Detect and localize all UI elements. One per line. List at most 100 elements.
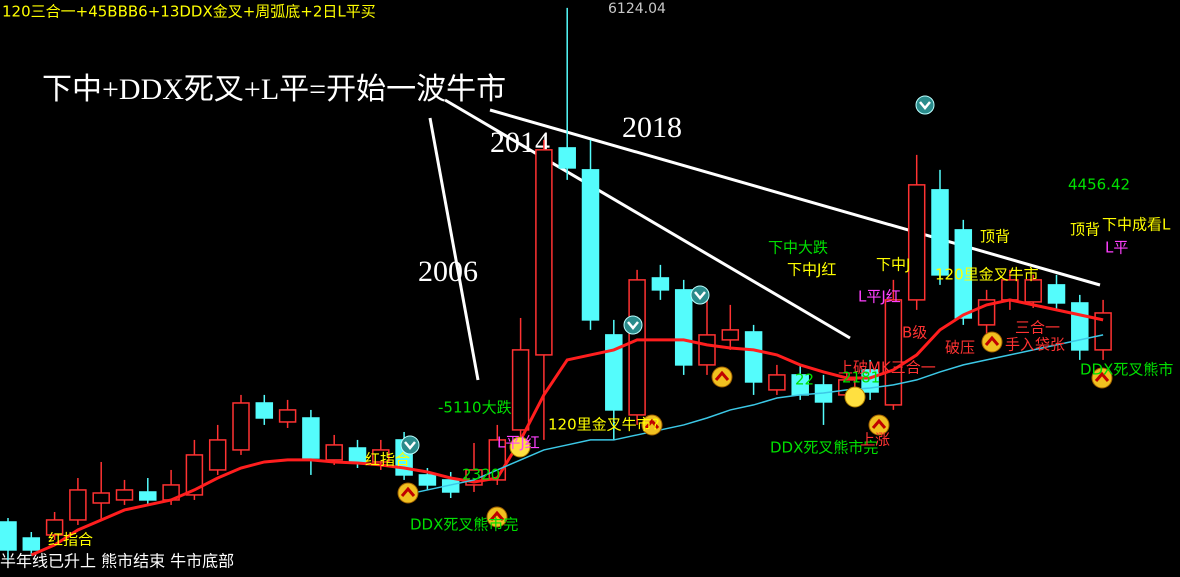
annotation: 4456.42 [1068,176,1130,194]
candle-body [558,147,576,169]
annotation: 下中成看L [1102,216,1171,234]
candle-body [45,519,64,536]
up-icon [486,506,508,528]
up-arrow [489,510,505,521]
candle-body [139,491,157,501]
down-arrow [919,101,931,110]
annotation: L平J红 [497,434,540,452]
candle-body [92,492,110,504]
year-label: 2018 [622,111,682,144]
candle-body [69,489,87,521]
year-label: 2006 [418,255,478,288]
down-arrow [627,321,639,330]
annotation: DDX死叉熊市完 [770,439,878,457]
annotation: 22 [795,371,814,389]
candle-body [208,439,227,471]
candle-body [22,537,41,551]
annotation: B级 [902,324,927,342]
up-arrow [400,486,416,497]
down-arrow [694,291,706,300]
candle-body [278,409,297,423]
peak-label: 6124.04 [608,1,666,17]
candle-body [884,299,903,406]
candle-body [511,349,530,431]
annotation: 三合一 [1015,319,1060,337]
candle-body [418,474,437,486]
annotation: L平 [1105,239,1128,257]
up-arrow [984,335,1000,346]
up-arrow [644,418,660,429]
pointer-line [489,108,1101,287]
candle-body [581,169,600,321]
candle-body [535,149,553,356]
pointer-line [428,117,480,381]
annotation: 红指合 [48,531,93,549]
annotation: 2181 [842,369,880,387]
candle-body [1071,302,1089,351]
pointer-line [444,98,851,340]
annotation: 120里金叉牛市? [548,416,660,434]
candle-body [931,189,949,276]
annotation: 2320 [462,466,500,484]
down-icon [623,315,643,335]
candle-body [698,334,716,366]
annotation: 红指合 [365,451,410,469]
up-icon [711,366,733,388]
annotation: 120里金叉牛市 [935,266,1039,284]
candle-body [628,279,646,416]
candle-body [744,331,763,383]
smiley-icon [509,436,531,458]
candle-body [907,184,926,301]
chart-title: 120三合一+45BBB6+13DDX金叉+周弧底+2日L平买 [2,3,376,21]
annotation-lines [428,98,1101,381]
annotation: 下中J红 [787,261,836,279]
annotation: DDX死叉熊市 [1080,361,1173,379]
up-icon [641,414,663,436]
up-icon [868,414,890,436]
candle-body [1024,279,1042,303]
candle-body [348,447,367,463]
smiley-icon [844,386,866,408]
candle-body [115,489,134,501]
candle-body [954,229,973,319]
candle-body [325,444,343,461]
candle-body [302,417,320,459]
down-icon [400,435,420,455]
up-icon [397,482,419,504]
up-icon [981,331,1003,353]
candle-body [768,374,786,391]
candle-body [674,289,693,366]
annotation: L平J红 [858,288,901,306]
candle-body [605,334,623,411]
candle-body [0,521,17,551]
up-arrow [871,418,887,429]
down-icon [690,285,710,305]
annotation: 上涨 [860,431,890,449]
candle-body [651,277,670,291]
up-icon [1091,367,1113,389]
candle-body [1047,284,1066,304]
annotation: DDX死叉熊市完 [410,516,518,534]
candle-body [185,454,204,496]
annotation: -5110大跌 [438,399,512,417]
annotation: 手入袋张 [1005,336,1065,354]
candle-body [232,402,250,451]
down-arrow [404,441,416,450]
annotation: 上破MK三合一 [838,359,936,377]
candle-body [372,449,390,463]
candle-body [255,402,274,419]
headline: 下中+DDX死叉+L平=开始一波牛市 [42,73,506,106]
footer-note: 半年线已升上 熊市结束 牛市底部 [0,552,234,571]
down-icon [915,95,935,115]
annotation: 顶背 [1070,221,1100,239]
candle-body [1094,312,1112,351]
up-arrow [714,370,730,381]
indicator-line [30,298,1104,557]
annotation: 下中大跌 [768,239,828,257]
candle-body [721,329,740,341]
up-arrow [1094,371,1110,382]
indicator-line [403,334,1104,496]
annotation: 顶背 [980,228,1010,246]
annotation: 破压 [945,339,975,357]
